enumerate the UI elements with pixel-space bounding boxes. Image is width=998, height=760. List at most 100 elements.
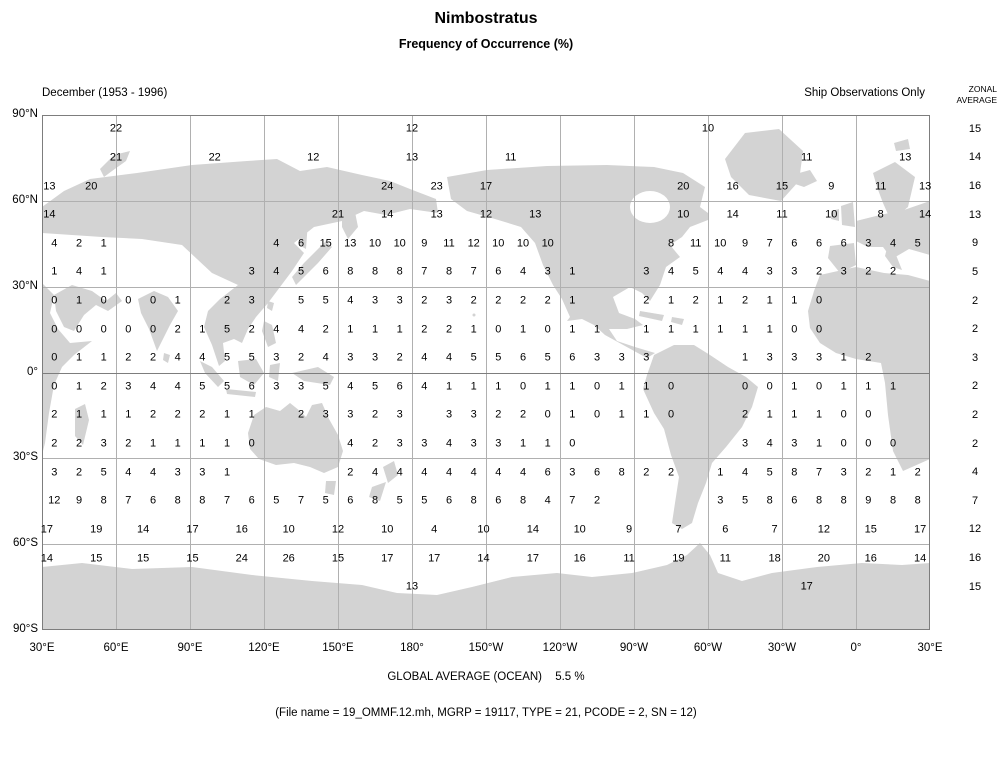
grid-value: 8 bbox=[877, 208, 884, 221]
grid-value: 7 bbox=[569, 494, 576, 507]
grid-value: 11 bbox=[800, 151, 813, 164]
grid-value: 24 bbox=[381, 180, 394, 192]
grid-value: 3 bbox=[791, 265, 798, 278]
grid-value: 2 bbox=[125, 351, 132, 364]
grid-value: 20 bbox=[85, 180, 98, 192]
grid-value: 6 bbox=[722, 523, 729, 536]
grid-value: 1 bbox=[618, 380, 625, 393]
grid-value: 7 bbox=[470, 265, 477, 278]
grid-value: 6 bbox=[519, 351, 527, 364]
grid-value: 2 bbox=[643, 466, 650, 479]
period-label: December (1953 - 1996) bbox=[42, 87, 168, 99]
grid-value: 4 bbox=[347, 294, 354, 307]
grid-value: 10 bbox=[714, 237, 727, 250]
grid-value: 0 bbox=[593, 408, 601, 421]
grid-value: 5 bbox=[199, 380, 206, 393]
grid-value: 4 bbox=[544, 494, 551, 507]
grid-value: 11 bbox=[689, 237, 702, 250]
grid-value: 1 bbox=[889, 380, 897, 393]
grid-value: 1 bbox=[643, 408, 650, 421]
grid-value: 5 bbox=[741, 494, 749, 507]
zonal-average-value: 2 bbox=[971, 294, 979, 307]
grid-value: 8 bbox=[766, 494, 773, 507]
grid-value: 1 bbox=[470, 380, 477, 393]
grid-value: 3 bbox=[445, 408, 453, 421]
lat-axis-label: 30°N bbox=[12, 279, 38, 292]
lon-axis-label: 60°E bbox=[103, 642, 129, 654]
grid-value: 6 bbox=[495, 494, 502, 507]
grid-value: 2 bbox=[100, 380, 107, 393]
grid-value: 3 bbox=[199, 466, 206, 479]
grid-value: 14 bbox=[136, 523, 150, 536]
grid-value: 13 bbox=[899, 151, 912, 164]
grid-value: 2 bbox=[421, 294, 428, 307]
grid-value: 3 bbox=[297, 380, 305, 393]
grid-value: 1 bbox=[717, 466, 724, 479]
lat-axis-label: 90°N bbox=[12, 108, 38, 120]
grid-value: 1 bbox=[495, 380, 502, 393]
grid-value: 12 bbox=[817, 523, 831, 536]
grid-value: 4 bbox=[149, 466, 157, 479]
grid-value: 2 bbox=[519, 294, 527, 307]
grid-value: 1 bbox=[643, 380, 650, 393]
grid-value: 17 bbox=[428, 552, 441, 564]
grid-value: 8 bbox=[396, 265, 403, 278]
grid-value: 8 bbox=[174, 494, 181, 507]
grid-value: 0 bbox=[519, 380, 527, 393]
grid-value: 4 bbox=[445, 351, 453, 364]
lat-axis-label: 0° bbox=[27, 365, 38, 378]
zonal-average-value: 14 bbox=[968, 151, 982, 164]
grid-value: 15 bbox=[136, 552, 150, 564]
grid-value: 3 bbox=[643, 265, 650, 278]
grid-value: 3 bbox=[470, 437, 477, 450]
grid-value: 2 bbox=[174, 408, 181, 421]
lon-axis-label: 60°W bbox=[693, 642, 723, 654]
grid-value: 12 bbox=[331, 523, 345, 536]
grid-value: 17 bbox=[381, 552, 394, 564]
grid-value: 15 bbox=[864, 523, 877, 536]
grid-value: 1 bbox=[347, 323, 354, 336]
grid-value: 6 bbox=[593, 466, 601, 479]
grid-value: 4 bbox=[347, 437, 354, 450]
grid-value: 7 bbox=[675, 523, 682, 536]
grid-value: 20 bbox=[817, 552, 831, 564]
grid-value: 3 bbox=[569, 466, 576, 479]
grid-value: 3 bbox=[717, 494, 724, 507]
inland-seas bbox=[42, 191, 670, 265]
grid-value: 6 bbox=[445, 494, 453, 507]
grid-value: 8 bbox=[371, 265, 379, 278]
grid-value: 1 bbox=[100, 351, 107, 364]
grid-value: 1 bbox=[51, 265, 58, 278]
grid-value: 3 bbox=[445, 294, 453, 307]
grid-value: 1 bbox=[100, 265, 107, 278]
grid-value: 24 bbox=[235, 552, 248, 564]
grid-value: 1 bbox=[815, 437, 823, 450]
grid-value: 5 bbox=[297, 294, 305, 307]
grid-value: 15 bbox=[319, 237, 332, 250]
grid-value: 8 bbox=[519, 494, 527, 507]
zonal-average-value: 9 bbox=[971, 237, 979, 250]
grid-value: 14 bbox=[526, 523, 540, 536]
grid-value: 2 bbox=[51, 437, 58, 450]
grid-value: 3 bbox=[273, 380, 280, 393]
grid-value: 2 bbox=[174, 323, 181, 336]
grid-value: 0 bbox=[248, 437, 255, 450]
grid-value: 2 bbox=[75, 466, 83, 479]
grid-value: 15 bbox=[775, 180, 789, 192]
grid-value: 4 bbox=[199, 351, 206, 364]
global-average-line: GLOBAL AVERAGE (OCEAN) 5.5 % bbox=[0, 671, 972, 683]
grid-value: 10 bbox=[825, 208, 838, 221]
grid-value: 1 bbox=[791, 380, 798, 393]
grid-value: 2 bbox=[865, 351, 872, 364]
source-label: Ship Observations Only bbox=[804, 87, 925, 99]
grid-value: 8 bbox=[199, 494, 206, 507]
grid-value: 8 bbox=[840, 494, 847, 507]
grid-value: 1 bbox=[643, 323, 650, 336]
grid-value: 2 bbox=[865, 265, 872, 278]
grid-value: 13 bbox=[405, 580, 419, 593]
grid-value: 3 bbox=[865, 237, 872, 250]
grid-value: 0 bbox=[815, 294, 823, 307]
zonal-average-value: 2 bbox=[971, 437, 979, 450]
grid-value: 2 bbox=[667, 466, 675, 479]
